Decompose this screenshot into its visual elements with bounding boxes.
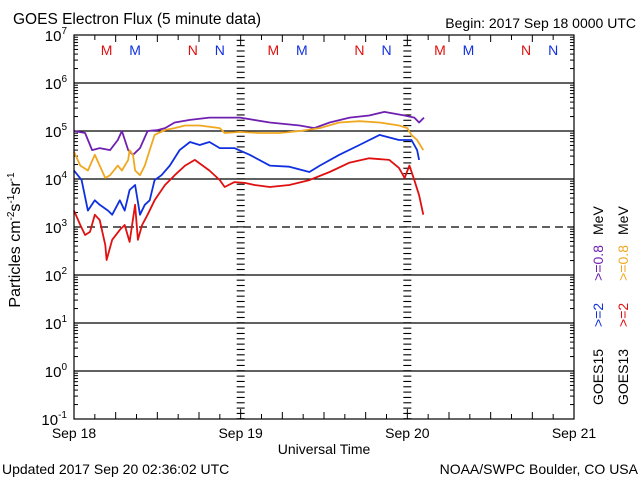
marker-m: M: [434, 42, 446, 58]
updated-timestamp: Updated 2017 Sep 20 02:36:02 UTC: [2, 461, 229, 477]
x-axis-label: Universal Time: [278, 441, 371, 457]
y-tick-label: 104: [45, 170, 68, 189]
y-tick-label: 100: [45, 362, 68, 381]
x-tick-label: Sep 18: [52, 425, 97, 441]
y-tick-label: 103: [45, 218, 68, 237]
chart-title: GOES Electron Flux (5 minute data): [13, 11, 261, 28]
marker-n: N: [354, 42, 364, 58]
marker-n: N: [188, 42, 198, 58]
series-line-goes15-0-8-mev: [73, 111, 425, 156]
plot-frame: [73, 34, 575, 420]
y-tick-label: 107: [45, 26, 68, 45]
series-line-goes15-2-mev: [73, 134, 420, 216]
axis-ticks: [73, 34, 575, 420]
marker-n: N: [521, 42, 531, 58]
y-tick-label: 101: [45, 314, 68, 333]
marker-m: M: [463, 42, 475, 58]
x-tick-label: Sep 19: [218, 425, 263, 441]
y-tick-label: 10-1: [41, 410, 67, 429]
y-tick-label: 102: [45, 266, 68, 285]
marker-m: M: [129, 42, 141, 58]
y-tick-labels: 107 106 105 104 103 102 101 100 10-1: [41, 26, 67, 429]
y-axis-label: Particles cm-2s-1sr-1: [6, 172, 24, 308]
marker-n: N: [381, 42, 391, 58]
marker-n: N: [548, 42, 558, 58]
series-line-goes13-2-mev: [73, 157, 425, 261]
source-credit: NOAA/SWPC Boulder, CO USA: [440, 461, 639, 477]
legend: GOES15>=2>=0.8MeV GOES13>=2>=0.8MeV: [590, 206, 631, 405]
y-tick-label: 106: [45, 74, 68, 93]
legend-goes13: GOES13>=2>=0.8MeV: [615, 206, 631, 405]
x-tick-labels: Sep 18 Sep 19 Sep 20 Sep 21: [52, 425, 597, 441]
marker-m: M: [267, 42, 279, 58]
legend-goes15: GOES15>=2>=0.8MeV: [590, 206, 606, 405]
marker-n: N: [215, 42, 225, 58]
series-group: [73, 111, 425, 261]
marker-m: M: [101, 42, 113, 58]
begin-time: Begin: 2017 Sep 18 0000 UTC: [445, 15, 636, 31]
series-line-goes13-0-8-mev: [73, 120, 425, 179]
x-tick-label: Sep 20: [385, 425, 430, 441]
marker-m: M: [296, 42, 308, 58]
x-tick-label: Sep 21: [552, 425, 597, 441]
y-tick-label: 105: [45, 122, 68, 141]
